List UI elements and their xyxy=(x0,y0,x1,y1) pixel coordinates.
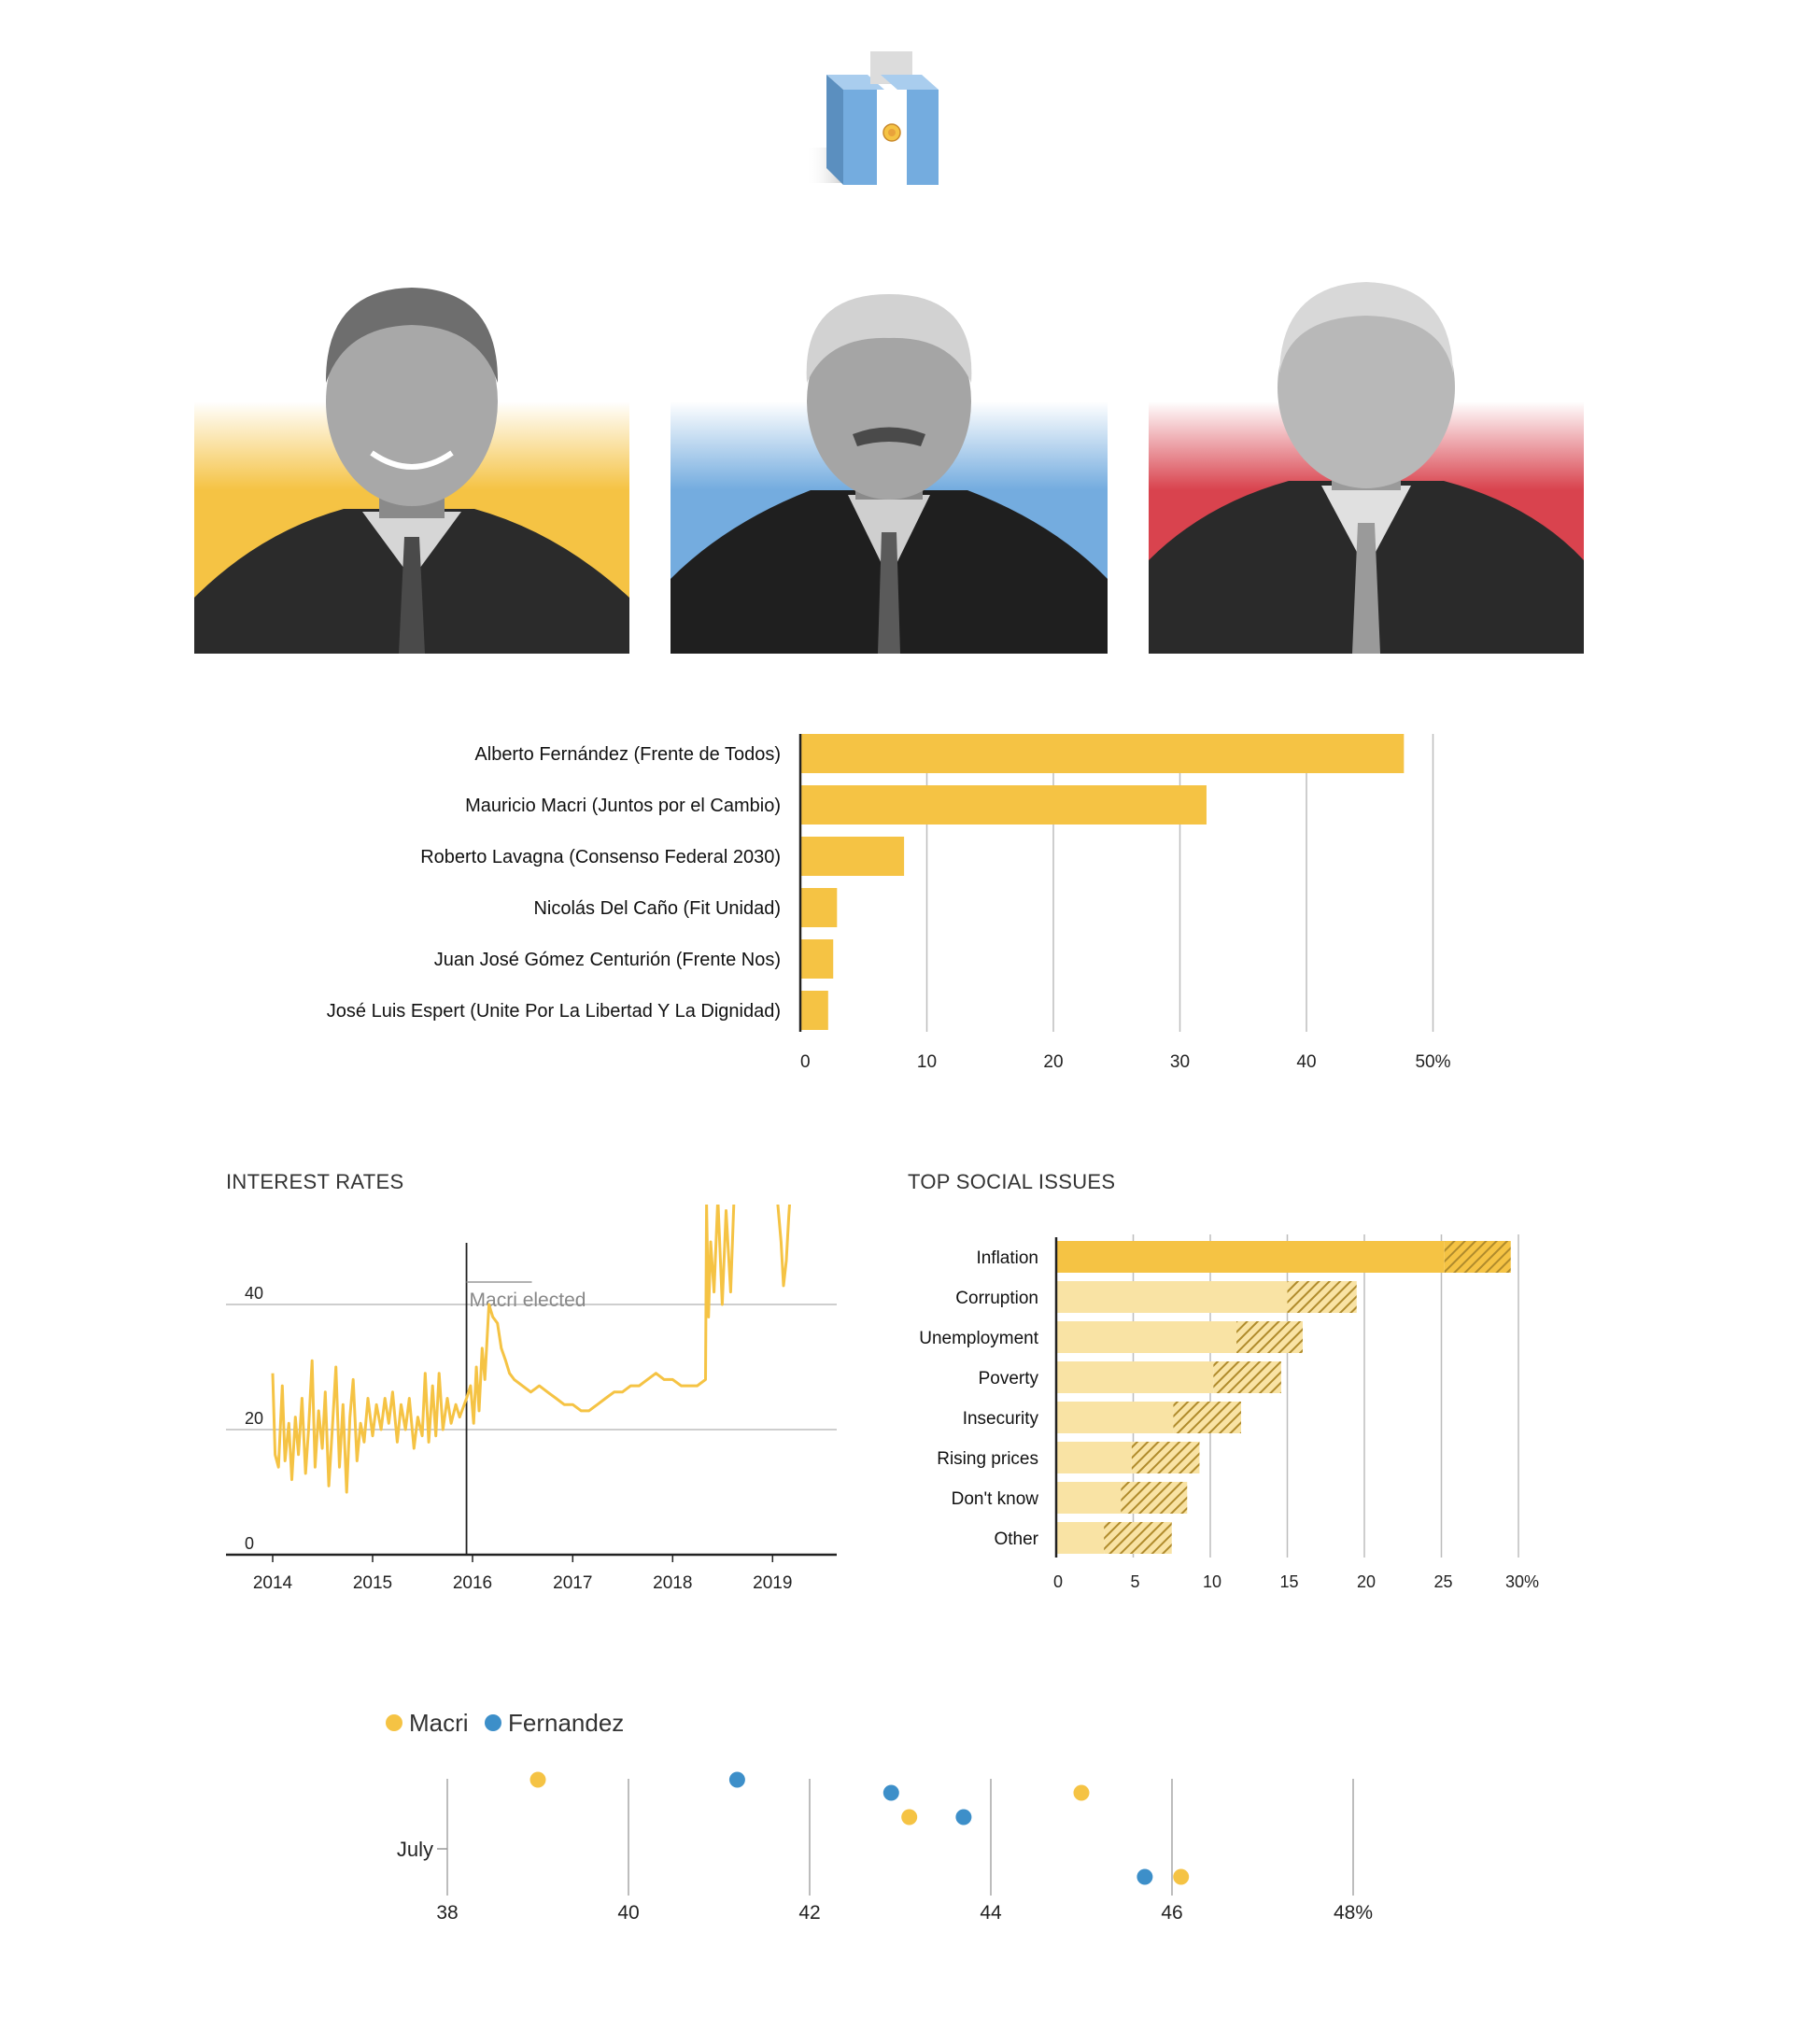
bar-range xyxy=(1121,1482,1188,1514)
bar xyxy=(1056,1241,1445,1273)
x-tick-label: 2018 xyxy=(653,1573,692,1593)
bar xyxy=(800,785,1207,825)
bar xyxy=(1056,1442,1132,1473)
y-tick-label: 20 xyxy=(245,1409,263,1428)
x-tick-label: 38 xyxy=(436,1902,458,1924)
x-tick-label: 48% xyxy=(1334,1902,1373,1924)
bar-range xyxy=(1173,1402,1241,1433)
x-tick-label: 0 xyxy=(1053,1572,1063,1591)
bar-range xyxy=(1131,1442,1200,1473)
annotation-label: Macri elected xyxy=(470,1290,586,1311)
poll-dot-plot: Macri Fernandez 38 40 42 44 46 48% July xyxy=(386,1709,1373,1924)
x-tick-label: 5 xyxy=(1130,1572,1139,1591)
social-issues-title: TOP SOCIAL ISSUES xyxy=(908,1170,1116,1193)
macri-portrait xyxy=(194,271,629,654)
bar-range xyxy=(1104,1522,1172,1554)
y-tick-label: 0 xyxy=(245,1534,254,1553)
bar xyxy=(800,837,905,876)
bar xyxy=(1056,1321,1237,1353)
bar xyxy=(1056,1522,1105,1554)
x-tick-label: 15 xyxy=(1279,1572,1298,1591)
x-tick-label: 46 xyxy=(1161,1902,1182,1924)
fernandez-dot xyxy=(882,1784,899,1801)
x-tick-label: 2016 xyxy=(453,1573,492,1593)
x-tick-label: 2017 xyxy=(553,1573,592,1593)
x-tick-label: 30 xyxy=(1170,1052,1190,1072)
social-issues-chart: 0 5 10 15 20 25 30% Inflation Corruption Unemploy… xyxy=(919,1234,1539,1591)
category-label: Insecurity xyxy=(963,1409,1039,1429)
macri-dot xyxy=(1073,1784,1090,1801)
macri-dot xyxy=(529,1771,546,1788)
legend-label: Macri xyxy=(409,1709,469,1737)
x-tick-label: 10 xyxy=(1203,1572,1221,1591)
x-tick-label: 0 xyxy=(800,1052,811,1072)
x-tick-label: 50% xyxy=(1415,1052,1450,1072)
x-tick-label: 10 xyxy=(917,1052,937,1072)
category-label: Poverty xyxy=(979,1369,1039,1389)
legend-marker xyxy=(485,1714,501,1731)
x-tick-label: 2015 xyxy=(353,1573,392,1593)
bar xyxy=(800,888,838,927)
category-label: Corruption xyxy=(955,1289,1038,1308)
category-label: Alberto Fernández (Frente de Todos) xyxy=(474,744,781,765)
x-tick-label: 40 xyxy=(1296,1052,1316,1072)
x-tick-label: 25 xyxy=(1433,1572,1452,1591)
bar xyxy=(800,734,1405,773)
legend-label: Fernandez xyxy=(508,1709,624,1737)
x-tick-label: 44 xyxy=(980,1902,1002,1924)
election-results-chart: 0 10 20 30 40 50% Alberto Fernández (Frente de… xyxy=(327,734,1451,1072)
x-tick-label: 30% xyxy=(1505,1572,1539,1591)
category-label: José Luis Espert (Unite Por La Libertad … xyxy=(327,1001,781,1022)
category-label: Mauricio Macri (Juntos por el Cambio) xyxy=(465,796,781,816)
x-tick-label: 20 xyxy=(1357,1572,1376,1591)
macri-dot xyxy=(1173,1868,1190,1885)
interest-rate-line xyxy=(271,1205,792,1494)
lavagna-portrait xyxy=(1149,271,1584,654)
x-tick-label: 2019 xyxy=(753,1573,792,1593)
legend-marker xyxy=(386,1714,402,1731)
category-label: Other xyxy=(994,1529,1038,1549)
macri-dot xyxy=(901,1809,918,1826)
category-label: Nicolás Del Caño (Fit Unidad) xyxy=(533,898,781,919)
bar xyxy=(800,991,828,1030)
fernandez-dot xyxy=(1137,1868,1153,1885)
x-tick-label: 2014 xyxy=(253,1573,293,1593)
x-tick-label: 20 xyxy=(1043,1052,1063,1072)
bar-range xyxy=(1287,1281,1357,1313)
category-label: Don't know xyxy=(952,1489,1039,1509)
bar-range xyxy=(1213,1361,1281,1393)
ballot-box-illustration xyxy=(806,51,939,185)
bar-range xyxy=(1236,1321,1303,1353)
bar xyxy=(1056,1361,1214,1393)
category-label: Roberto Lavagna (Consenso Federal 2030) xyxy=(420,847,781,867)
bar xyxy=(1056,1482,1122,1514)
category-label: Rising prices xyxy=(937,1449,1038,1469)
x-tick-label: 42 xyxy=(798,1902,820,1924)
fernandez-dot xyxy=(728,1771,745,1788)
bar-range xyxy=(1444,1241,1511,1273)
bar xyxy=(1056,1281,1288,1313)
fernandez-dot xyxy=(955,1809,972,1826)
bar xyxy=(1056,1402,1174,1433)
category-label: Juan José Gómez Centurión (Frente Nos) xyxy=(434,950,781,970)
interest-rates-chart: 020406080100%201420152016201720182019Mac… xyxy=(226,1205,837,1593)
bar xyxy=(800,939,834,979)
y-label: July xyxy=(397,1838,433,1861)
category-label: Unemployment xyxy=(919,1329,1038,1348)
fernandez-portrait xyxy=(671,271,1108,654)
interest-rates-title: INTEREST RATES xyxy=(226,1170,404,1193)
x-tick-label: 40 xyxy=(617,1902,639,1924)
y-tick-label: 40 xyxy=(245,1284,263,1303)
category-label: Inflation xyxy=(976,1248,1038,1268)
